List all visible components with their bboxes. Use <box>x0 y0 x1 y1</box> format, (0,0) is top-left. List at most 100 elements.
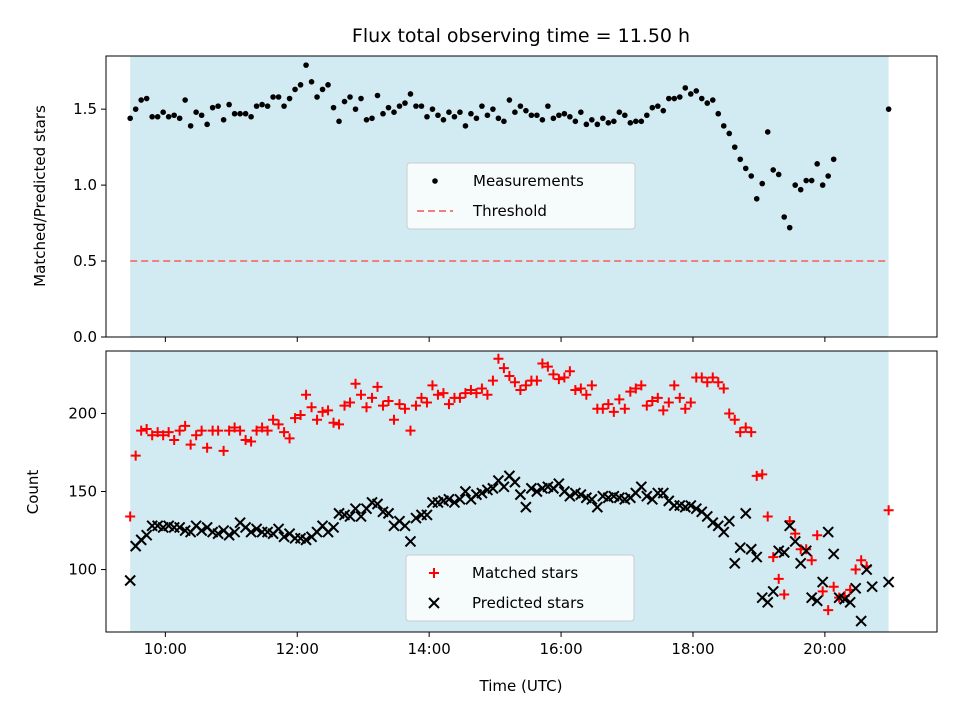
matched-star-point <box>202 442 213 453</box>
measurement-point <box>594 121 601 128</box>
y-tick-label: 0.5 <box>73 252 97 270</box>
predicted-star-point <box>635 481 648 493</box>
measurement-point <box>325 82 331 88</box>
measurement-point <box>665 95 672 102</box>
matched-star-point <box>702 377 713 388</box>
matched-star-point <box>136 425 147 436</box>
measurement-point <box>506 97 513 103</box>
measurement-point <box>737 156 744 163</box>
matched-star-point <box>487 375 498 386</box>
predicted-star-point <box>734 541 746 554</box>
legend-predicted-swatch <box>428 597 440 609</box>
predicted-star-point <box>762 596 774 609</box>
matched-star-point <box>779 589 790 600</box>
measurement-point <box>303 62 309 68</box>
predicted-star-point <box>327 521 340 534</box>
measurement-point <box>523 107 529 114</box>
measurement-point <box>495 115 502 122</box>
matched-star-point <box>317 406 328 417</box>
measurement-point <box>176 115 183 122</box>
matched-star-point <box>273 419 284 430</box>
measurement-point <box>468 110 474 117</box>
predicted-star-point <box>404 535 417 548</box>
predicted-star-point <box>805 591 818 604</box>
matched-star-point <box>262 425 273 436</box>
measurement-point <box>786 224 793 231</box>
legend-label: Matched stars <box>472 564 578 582</box>
matched-star-point <box>817 586 828 597</box>
predicted-star-point <box>811 595 823 607</box>
measurement-point <box>550 115 557 122</box>
measurement-point <box>622 112 628 119</box>
matched-star-point <box>388 414 399 425</box>
matched-star-point <box>378 400 388 411</box>
matched-star-point <box>520 380 531 391</box>
matched-star-point <box>405 425 416 436</box>
matched-star-point <box>372 381 383 392</box>
measurement-point <box>341 98 348 105</box>
measurement-point <box>638 118 645 125</box>
predicted-star-point <box>849 582 862 594</box>
measurement-point <box>671 95 678 102</box>
measurement-point <box>633 118 639 125</box>
matched-star-point <box>213 425 224 436</box>
measurement-point <box>473 115 480 122</box>
matched-star-point <box>301 389 312 400</box>
matched-star-point <box>174 425 185 436</box>
matched-star-point <box>438 388 449 399</box>
matched-star-point <box>696 372 707 383</box>
matched-star-point <box>751 470 762 481</box>
predicted-star-point <box>459 485 472 498</box>
predicted-star-point <box>778 546 790 559</box>
predicted-star-point <box>355 510 367 523</box>
measurement-point <box>358 95 364 102</box>
measurement-point <box>479 103 485 109</box>
predicted-star-point <box>448 496 461 509</box>
matched-star-point <box>608 406 619 417</box>
measurement-point <box>352 106 359 112</box>
matched-star-point <box>443 399 454 410</box>
measurement-point <box>462 123 469 129</box>
measurement-point <box>556 112 562 119</box>
matched-star-point <box>509 377 520 388</box>
matched-star-point <box>746 427 757 438</box>
matched-star-point <box>416 392 427 403</box>
ratio-panel: 0.0 0.5 1.0 1.5 Measurements Threshold <box>73 55 938 346</box>
measurement-point <box>396 103 403 109</box>
predicted-star-point <box>553 477 565 490</box>
matched-star-point <box>619 403 630 414</box>
measurement-point <box>616 109 623 115</box>
predicted-star-point <box>729 557 741 570</box>
chart-title: Flux total observing time = 11.50 h <box>352 25 690 47</box>
matched-star-point <box>350 378 361 389</box>
y-tick-label: 1.0 <box>73 176 97 194</box>
measurement-point <box>698 95 705 102</box>
x-tick-label: 20:00 <box>803 640 846 658</box>
matched-star-point <box>268 414 279 425</box>
predicted-star-point <box>882 576 895 588</box>
count-panel: 100 150 200 10:00 12:00 14:00 16:00 18:00 20:00 M… <box>68 350 938 658</box>
measurement-point <box>627 120 634 126</box>
matched-star-point <box>394 399 405 410</box>
x-tick-label: 18:00 <box>671 640 714 658</box>
matched-star-point <box>625 386 636 397</box>
matched-star-point <box>806 555 817 566</box>
measurement-point <box>292 86 298 93</box>
measurement-point <box>726 130 733 137</box>
matched-star-point <box>762 511 773 522</box>
measurement-point <box>330 104 337 111</box>
predicted-star-point <box>223 529 235 541</box>
measurement-point <box>539 116 546 123</box>
measurement-point <box>171 112 177 119</box>
matched-star-point <box>674 392 685 403</box>
measurement-point <box>501 118 507 125</box>
measurement-point <box>440 116 447 123</box>
matched-star-point <box>504 370 515 381</box>
matched-star-point <box>850 564 861 575</box>
measurement-point <box>512 109 518 115</box>
measurement-point <box>418 103 425 109</box>
matched-star-point <box>251 425 262 436</box>
measurement-point <box>347 94 353 100</box>
matched-star-point <box>290 413 301 424</box>
measurement-point <box>237 110 243 117</box>
